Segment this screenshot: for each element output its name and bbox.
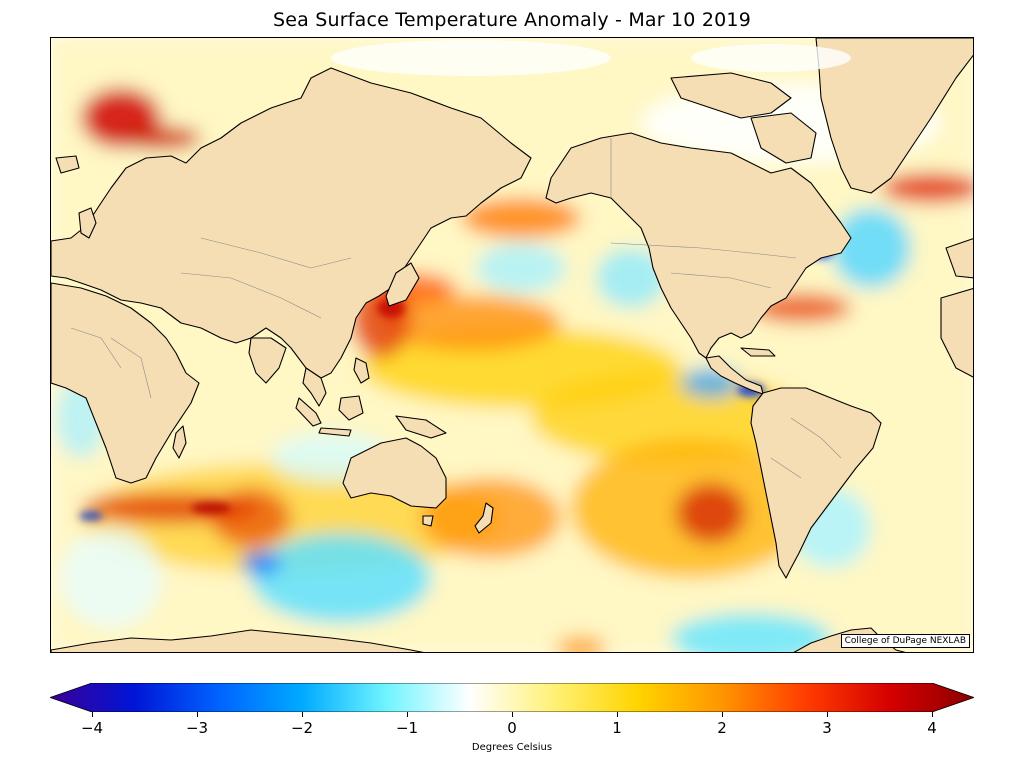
colorbar-body — [50, 683, 974, 712]
australia — [342, 437, 447, 509]
colorbar-tickmark — [92, 712, 93, 717]
colorbar — [50, 683, 974, 712]
south-america — [750, 387, 882, 579]
colorbar-tickmark — [512, 712, 513, 717]
colorbar-tick-label: 3 — [822, 719, 832, 737]
colorbar-tick-label: 0 — [507, 719, 517, 737]
colorbar-tickmark — [407, 712, 408, 717]
new-zealand — [474, 502, 494, 534]
map-svg — [51, 38, 973, 652]
antarctica-west — [51, 629, 424, 652]
colorbar-label: Degrees Celsius — [471, 742, 553, 753]
cuba — [740, 347, 776, 357]
colorbar-tick-label: −1 — [395, 719, 419, 737]
colorbar-tickmark — [302, 712, 303, 717]
anomaly-field — [51, 38, 973, 652]
borneo — [338, 395, 364, 421]
greenland — [815, 38, 973, 194]
eurasia — [51, 67, 532, 379]
borders — [70, 138, 842, 479]
landmasses — [51, 38, 973, 652]
colorbar-tick-label: −3 — [185, 719, 209, 737]
colorbar-tick-label: −2 — [290, 719, 314, 737]
sumatra — [295, 397, 322, 427]
colorbar-tickmark — [932, 712, 933, 717]
new-guinea — [395, 415, 447, 439]
africa — [51, 282, 200, 484]
iceland — [55, 155, 80, 174]
colorbar-tickmark — [722, 712, 723, 717]
tasmania — [422, 515, 434, 527]
philippines — [353, 357, 370, 384]
anomaly-map: College of DuPage NEXLAB — [50, 37, 974, 653]
baffin-island — [750, 112, 817, 164]
arctic-islands — [670, 72, 792, 119]
java — [318, 427, 352, 437]
madagascar — [172, 425, 187, 459]
japan — [385, 262, 420, 307]
north-america — [545, 132, 852, 359]
map-title: Sea Surface Temperature Anomaly - Mar 10… — [273, 9, 751, 31]
indochina — [302, 367, 327, 407]
colorbar-tick-label: 4 — [927, 719, 937, 737]
colorbar-tick-label: 2 — [717, 719, 727, 737]
colorbar-tickmark — [197, 712, 198, 717]
colorbar-tickmark — [617, 712, 618, 717]
britain — [78, 207, 97, 239]
credit-label: College of DuPage NEXLAB — [840, 634, 970, 648]
ice — [331, 40, 851, 76]
india — [248, 337, 287, 384]
colorbar-tick-label: −4 — [80, 719, 104, 737]
africa-east-edge — [940, 288, 973, 378]
colorbar-tickmark — [827, 712, 828, 717]
colorbar-tick-label: 1 — [612, 719, 622, 737]
europe-east-edge — [945, 238, 973, 279]
